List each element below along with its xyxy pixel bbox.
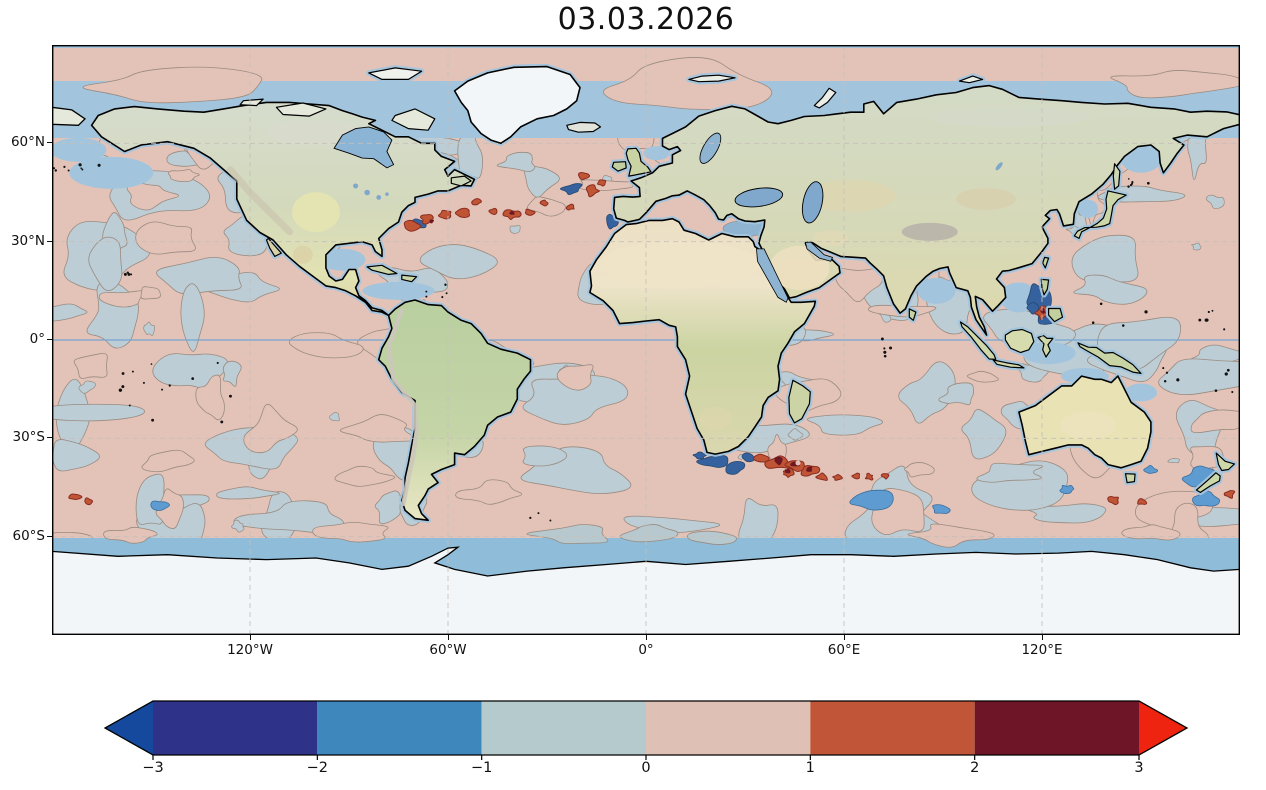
inland-seas bbox=[333, 126, 1003, 303]
island bbox=[1042, 256, 1050, 269]
colorbar-ticks bbox=[152, 755, 1140, 760]
island bbox=[688, 74, 736, 83]
andes-mountains bbox=[386, 308, 419, 507]
colorbar-segment bbox=[646, 701, 811, 755]
lon-label-0: 0° bbox=[638, 642, 654, 658]
island bbox=[908, 308, 917, 321]
colorbar-label: −2 bbox=[306, 760, 328, 776]
greenland bbox=[453, 65, 581, 145]
island bbox=[1073, 190, 1127, 239]
colorbar bbox=[103, 700, 1189, 760]
lat-tick bbox=[47, 536, 52, 538]
world-map bbox=[12, 44, 1266, 636]
terrain-overlays bbox=[226, 107, 1117, 507]
lon-tick bbox=[448, 635, 450, 640]
island bbox=[1215, 452, 1235, 472]
island bbox=[275, 102, 327, 117]
lon-tick bbox=[646, 635, 648, 640]
lake-baikal bbox=[995, 162, 1003, 171]
lon-label-60e: 60°E bbox=[827, 642, 861, 658]
black-sea bbox=[734, 187, 784, 208]
map-canvas bbox=[12, 44, 1266, 636]
lat-tick bbox=[47, 142, 52, 144]
hudson-bay bbox=[333, 126, 395, 169]
lat-label-60s: 60°S bbox=[12, 528, 46, 544]
island bbox=[1077, 342, 1142, 374]
lat-tick bbox=[47, 437, 52, 439]
lon-tick bbox=[1042, 635, 1044, 640]
island bbox=[239, 98, 264, 107]
colorbar-label: −1 bbox=[471, 760, 493, 776]
great-lake bbox=[364, 189, 370, 196]
island bbox=[368, 67, 423, 80]
caspian-sea bbox=[801, 181, 824, 224]
colorbar-arrow-right bbox=[1139, 701, 1187, 755]
island bbox=[401, 274, 418, 283]
island bbox=[611, 161, 627, 172]
island bbox=[788, 379, 811, 424]
island bbox=[265, 237, 282, 257]
lat-label-60n: 60°N bbox=[10, 134, 45, 150]
island bbox=[959, 321, 997, 360]
island bbox=[391, 108, 436, 131]
strong-anomaly-spots bbox=[68, 172, 1236, 514]
island bbox=[625, 147, 652, 177]
lon-label-60w: 60°W bbox=[429, 642, 467, 658]
island bbox=[992, 359, 1025, 369]
colorbar-label: 1 bbox=[805, 760, 815, 776]
island bbox=[566, 121, 602, 133]
baltic-sea bbox=[699, 132, 722, 164]
map-frame bbox=[51, 44, 1240, 635]
island bbox=[1037, 335, 1054, 358]
lon-tick bbox=[844, 635, 846, 640]
island bbox=[1040, 278, 1050, 296]
island bbox=[1124, 473, 1136, 484]
colorbar-label: 3 bbox=[1134, 760, 1144, 776]
lat-tick bbox=[47, 241, 52, 243]
colorbar-segment bbox=[974, 701, 1139, 755]
island bbox=[1195, 472, 1221, 493]
lat-label-0: 0° bbox=[29, 331, 45, 347]
island bbox=[450, 175, 472, 187]
colorbar-label: 2 bbox=[970, 760, 980, 776]
colorbar-segment bbox=[317, 701, 482, 755]
colorbar-segment bbox=[481, 701, 646, 755]
great-lake bbox=[353, 183, 359, 189]
island bbox=[1048, 307, 1064, 323]
persian-gulf bbox=[804, 241, 834, 262]
lat-label-30s: 30°S bbox=[12, 429, 46, 445]
frame bbox=[51, 44, 1240, 635]
colorbar-label: 0 bbox=[641, 760, 651, 776]
island bbox=[1004, 328, 1035, 354]
colorbar-segment bbox=[153, 701, 318, 755]
red-sea bbox=[756, 248, 789, 303]
island bbox=[1112, 163, 1121, 190]
land-layer bbox=[51, 65, 1241, 636]
lon-tick bbox=[250, 635, 252, 640]
lon-label-120e: 120°E bbox=[1021, 642, 1063, 658]
island bbox=[813, 87, 837, 109]
colorbar-segment bbox=[810, 701, 975, 755]
island-specks bbox=[52, 163, 1234, 522]
rocky-mountains bbox=[226, 166, 294, 236]
great-lake bbox=[385, 192, 389, 196]
plot-title: 03.03.2026 bbox=[557, 2, 735, 37]
island bbox=[958, 75, 984, 84]
lat-tick bbox=[47, 339, 52, 341]
island bbox=[366, 264, 398, 275]
colorbar-arrow-left bbox=[105, 701, 153, 755]
colorbar-label: −3 bbox=[142, 760, 164, 776]
lat-label-30n: 30°N bbox=[10, 233, 45, 249]
great-lake bbox=[376, 195, 382, 200]
lon-label-120w: 120°W bbox=[227, 642, 273, 658]
graticule bbox=[52, 45, 1240, 635]
